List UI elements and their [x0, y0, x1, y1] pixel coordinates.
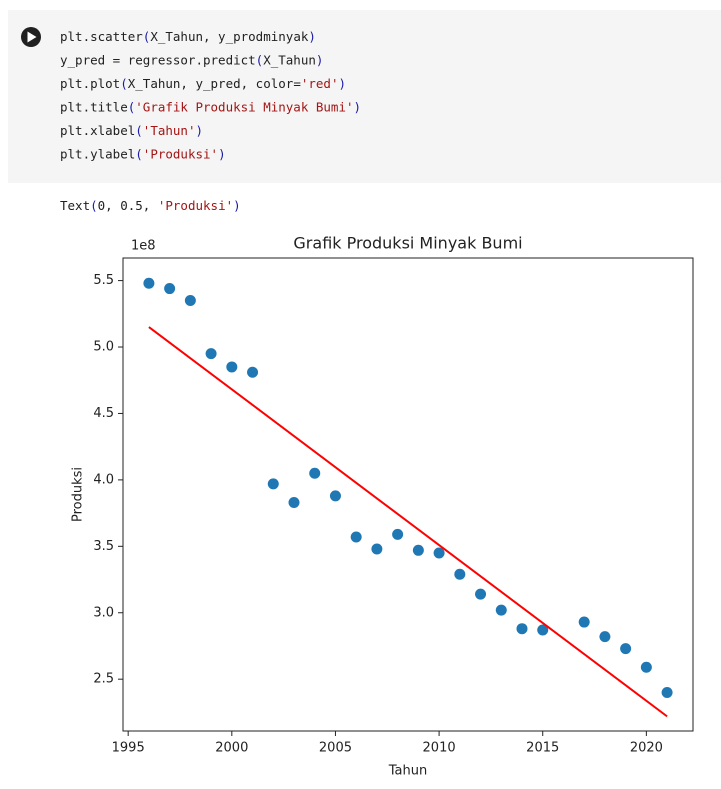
data-point — [309, 467, 321, 479]
run-icon — [27, 31, 37, 43]
code-line: plt.title('Grafik Produksi Minyak Bumi') — [60, 99, 361, 114]
code-line: plt.scatter(X_Tahun, y_prodminyak) — [60, 29, 316, 44]
code-line: plt.xlabel('Tahun') — [60, 123, 203, 138]
data-point — [226, 361, 238, 373]
x-tick-label: 2000 — [215, 741, 248, 756]
data-point — [599, 631, 611, 643]
data-point — [412, 544, 424, 556]
data-point — [350, 531, 362, 543]
data-point — [640, 661, 652, 673]
data-point — [143, 277, 155, 289]
y-axis-label: Produksi — [71, 467, 86, 522]
x-tick-label: 2005 — [319, 741, 352, 756]
data-point — [620, 643, 632, 655]
code-cell — [8, 10, 721, 183]
code-line: plt.ylabel('Produksi') — [60, 146, 226, 161]
x-tick-label: 2020 — [630, 741, 663, 756]
data-point — [661, 686, 673, 698]
data-point — [184, 295, 196, 307]
data-point — [164, 283, 176, 295]
y-tick-label: 3.0 — [93, 605, 114, 620]
data-point — [329, 490, 341, 502]
data-point — [516, 623, 528, 635]
y-tick-label: 4.0 — [93, 472, 114, 487]
data-point — [433, 547, 445, 559]
data-point — [578, 616, 590, 628]
data-point — [537, 624, 549, 636]
data-point — [475, 588, 487, 600]
data-point — [267, 478, 279, 490]
data-point — [247, 366, 259, 378]
y-offset-text: 1e8 — [131, 239, 156, 254]
y-tick-label: 3.5 — [93, 539, 114, 554]
code-line: y_pred = regressor.predict(X_Tahun) — [60, 52, 323, 67]
data-point — [371, 543, 383, 555]
data-point — [454, 568, 466, 580]
data-point — [392, 528, 404, 540]
y-tick-label: 2.5 — [93, 672, 114, 687]
x-tick-label: 2010 — [423, 741, 456, 756]
code-line: plt.plot(X_Tahun, y_pred, color='red') — [60, 76, 346, 91]
regression-line — [148, 326, 668, 718]
y-tick-label: 4.5 — [93, 406, 114, 421]
plot-area — [122, 257, 694, 732]
y-tick-label: 5.0 — [93, 340, 114, 355]
data-point — [495, 604, 507, 616]
data-point — [288, 496, 300, 508]
x-tick-label: 1995 — [112, 741, 145, 756]
data-point — [205, 348, 217, 360]
cell-output: Text(0, 0.5, 'Produksi') — [60, 198, 241, 213]
chart-title: Grafik Produksi Minyak Bumi — [293, 234, 522, 253]
x-tick-label: 2015 — [526, 741, 559, 756]
y-tick-label: 5.5 — [93, 273, 114, 288]
x-axis-label: Tahun — [388, 764, 427, 779]
